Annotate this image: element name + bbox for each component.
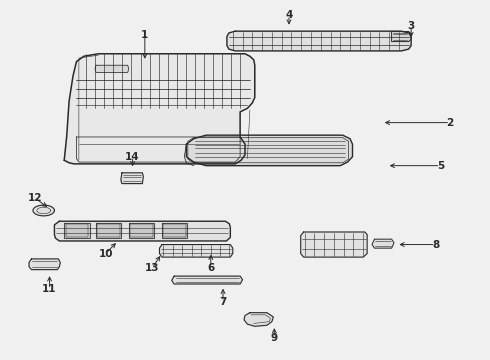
Polygon shape: [392, 32, 411, 41]
Text: 1: 1: [141, 30, 148, 40]
Polygon shape: [159, 244, 233, 257]
Polygon shape: [54, 221, 230, 241]
Polygon shape: [64, 223, 90, 238]
Polygon shape: [64, 54, 255, 164]
Text: 11: 11: [42, 284, 57, 294]
Polygon shape: [172, 276, 243, 284]
Text: 5: 5: [437, 161, 444, 171]
Polygon shape: [96, 223, 122, 238]
Polygon shape: [121, 173, 144, 184]
Text: 2: 2: [446, 118, 454, 128]
Text: 7: 7: [220, 297, 227, 307]
Text: 8: 8: [432, 239, 439, 249]
Polygon shape: [244, 313, 273, 326]
Polygon shape: [129, 223, 154, 238]
Polygon shape: [33, 205, 54, 216]
Text: 13: 13: [145, 263, 159, 273]
Polygon shape: [29, 259, 60, 270]
Polygon shape: [301, 232, 367, 257]
Text: 9: 9: [271, 333, 278, 343]
Text: 4: 4: [285, 10, 293, 20]
Polygon shape: [227, 31, 411, 51]
Text: 3: 3: [408, 21, 415, 31]
Text: 10: 10: [98, 248, 113, 258]
Polygon shape: [186, 135, 352, 166]
Text: 6: 6: [207, 263, 215, 273]
Polygon shape: [162, 223, 187, 238]
Polygon shape: [372, 239, 394, 248]
Text: 14: 14: [125, 152, 140, 162]
Polygon shape: [95, 65, 129, 72]
Text: 12: 12: [27, 193, 42, 203]
